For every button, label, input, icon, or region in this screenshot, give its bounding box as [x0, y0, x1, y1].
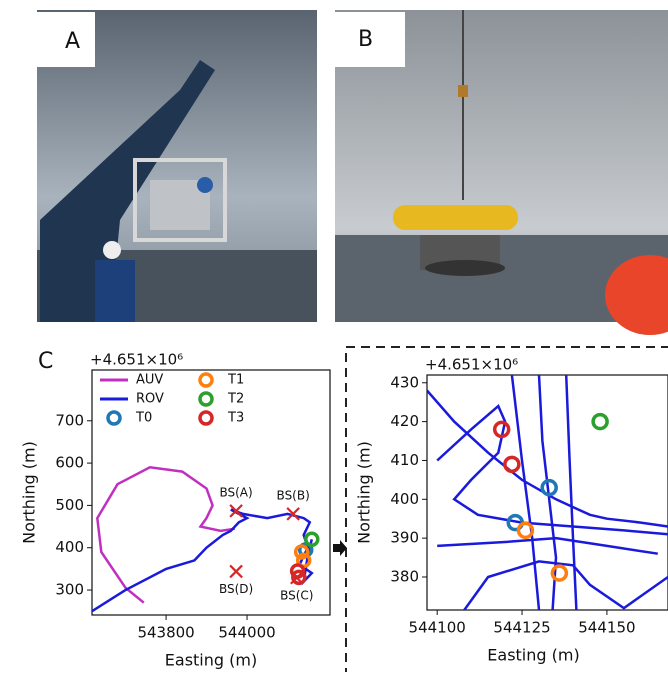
legend-label: T1: [227, 373, 244, 388]
y-tick-label: 390: [390, 529, 419, 547]
legend-label: T0: [135, 411, 152, 426]
figure: A B C BS(A) BS(B) BS(D) BS(C) 543800 544000 30…: [0, 0, 668, 672]
photo-a: [15, 10, 317, 322]
legend-label: AUV: [136, 373, 163, 388]
x-tick-label: 544100: [409, 619, 466, 637]
y-axis-label: Northing (m): [355, 441, 374, 544]
station-label: BS(B): [277, 488, 310, 502]
y-tick-label: 600: [55, 454, 84, 472]
y-tick-label: 380: [390, 567, 419, 585]
station-label: BS(D): [219, 582, 253, 596]
panel-label: B: [358, 27, 373, 52]
legend-label: T3: [227, 411, 244, 426]
photo-b: [335, 10, 668, 335]
y-tick-label: 400: [390, 490, 419, 508]
panel-label: C: [38, 349, 53, 374]
panel-label: A: [65, 29, 80, 54]
station-label: BS(A): [219, 485, 252, 499]
offset-label: +4.651×10⁶: [425, 356, 518, 374]
arrow: [333, 540, 347, 556]
x-tick-label: 544125: [493, 619, 550, 637]
y-tick-label: 410: [390, 451, 419, 469]
y-tick-label: 300: [55, 581, 84, 599]
y-tick-label: 430: [390, 373, 419, 391]
legend-label: ROV: [136, 392, 164, 407]
y-tick-label: 500: [55, 496, 84, 514]
x-axis-label: Easting (m): [165, 651, 257, 670]
y-tick-label: 700: [55, 411, 84, 429]
y-axis-label: Northing (m): [20, 441, 39, 544]
offset-label: +4.651×10⁶: [90, 351, 183, 369]
x-tick-label: 543800: [137, 624, 194, 642]
x-tick-label: 544150: [578, 619, 635, 637]
x-tick-label: 544000: [218, 624, 275, 642]
x-axis-label: Easting (m): [487, 646, 579, 665]
y-tick-label: 420: [390, 412, 419, 430]
y-tick-label: 400: [55, 538, 84, 556]
legend-label: T2: [227, 392, 244, 407]
station-label: BS(C): [280, 588, 313, 602]
